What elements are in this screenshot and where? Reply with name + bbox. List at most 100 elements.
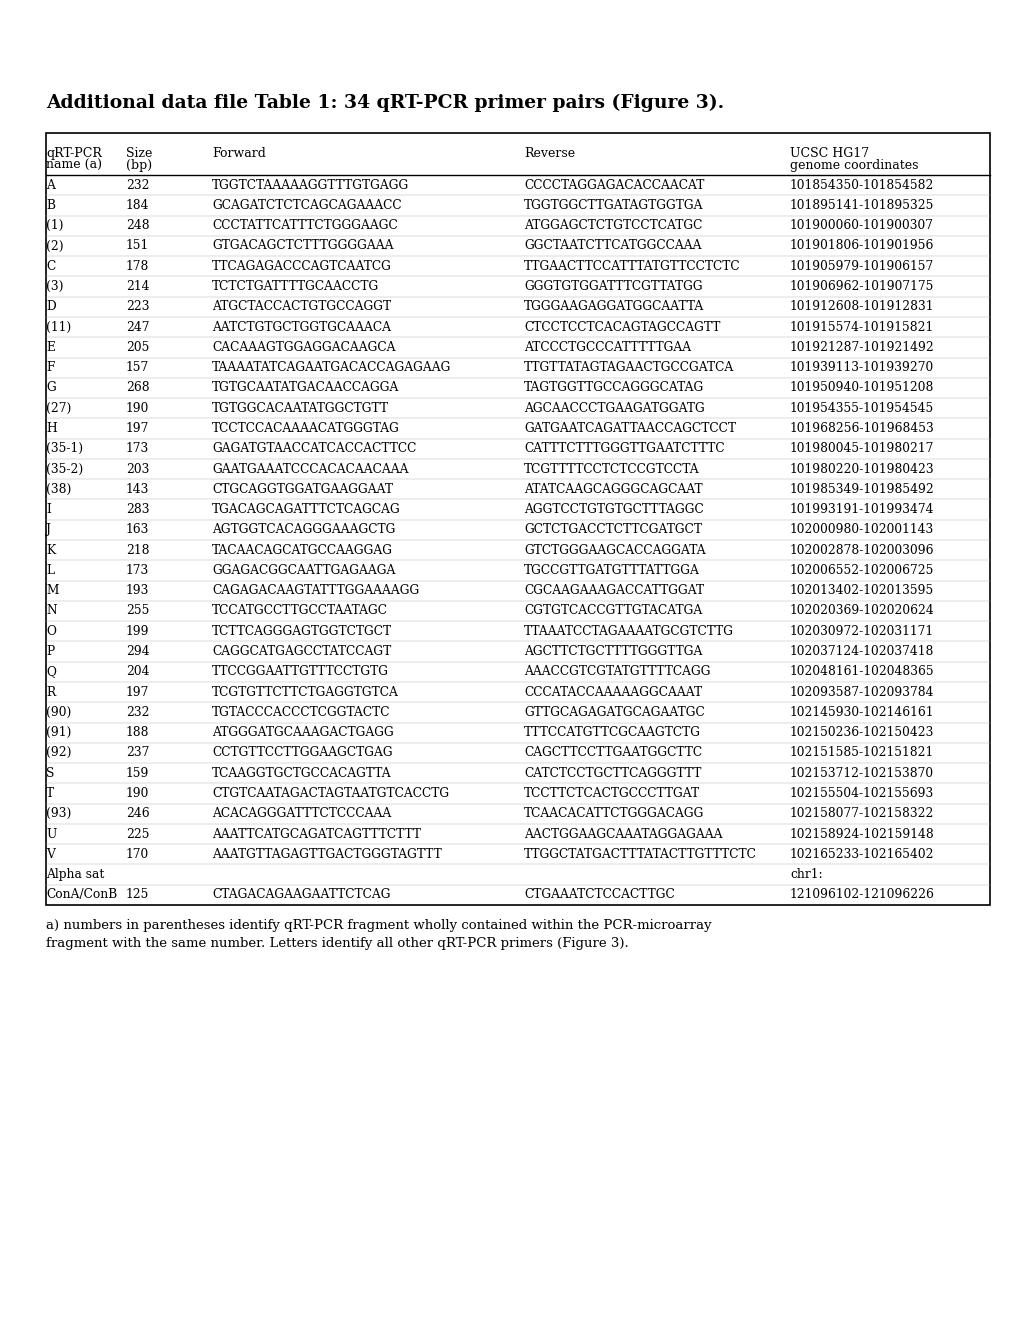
Text: TCAACACATTCTGGGACAGG: TCAACACATTCTGGGACAGG	[524, 808, 704, 820]
Text: GGAGACGGCAATTGAGAAGA: GGAGACGGCAATTGAGAAGA	[212, 564, 395, 577]
Text: (1): (1)	[46, 219, 63, 232]
Text: 225: 225	[126, 828, 150, 841]
Text: TTAAATCCTAGAAAATGCGTCTTG: TTAAATCCTAGAAAATGCGTCTTG	[524, 624, 734, 638]
Text: TGTACCCACCCTCGGTACTC: TGTACCCACCCTCGGTACTC	[212, 706, 390, 719]
Text: 204: 204	[126, 665, 150, 678]
Text: 102151585-102151821: 102151585-102151821	[790, 746, 933, 759]
Text: Additional data file Table 1: 34 qRT-PCR primer pairs (Figure 3).: Additional data file Table 1: 34 qRT-PCR…	[46, 94, 723, 112]
Text: K: K	[46, 544, 55, 557]
Text: CTGTCAATAGACTAGTAATGTCACCTG: CTGTCAATAGACTAGTAATGTCACCTG	[212, 787, 448, 800]
Text: 101906962-101907175: 101906962-101907175	[790, 280, 933, 293]
Text: TCCTTCTCACTGCCCTTGAT: TCCTTCTCACTGCCCTTGAT	[524, 787, 699, 800]
Text: U: U	[46, 828, 56, 841]
Text: 246: 246	[126, 808, 150, 820]
Text: P: P	[46, 645, 54, 659]
Text: TCAAGGTGCTGCCACAGTTA: TCAAGGTGCTGCCACAGTTA	[212, 767, 391, 780]
Text: B: B	[46, 199, 55, 213]
Text: 248: 248	[126, 219, 150, 232]
Text: O: O	[46, 624, 56, 638]
Text: 101895141-101895325: 101895141-101895325	[790, 199, 933, 213]
Text: TTCAGAGACCCAGTCAATCG: TTCAGAGACCCAGTCAATCG	[212, 260, 391, 273]
Text: 101980045-101980217: 101980045-101980217	[790, 442, 933, 455]
Text: GAGATGTAACCATCACCACTTCC: GAGATGTAACCATCACCACTTCC	[212, 442, 416, 455]
Text: J: J	[46, 523, 51, 536]
Text: AATCTGTGCTGGTGCAAACA: AATCTGTGCTGGTGCAAACA	[212, 321, 390, 334]
Text: 237: 237	[126, 746, 149, 759]
Text: (93): (93)	[46, 808, 71, 820]
Text: (90): (90)	[46, 706, 71, 719]
Text: 218: 218	[126, 544, 150, 557]
Text: 102145930-102146161: 102145930-102146161	[790, 706, 933, 719]
Text: F: F	[46, 362, 54, 374]
Text: ATCCCTGCCCATTTTTGAA: ATCCCTGCCCATTTTTGAA	[524, 341, 691, 354]
Text: ConA/ConB: ConA/ConB	[46, 888, 117, 902]
Text: CTGCAGGTGGATGAAGGAAT: CTGCAGGTGGATGAAGGAAT	[212, 483, 392, 496]
Text: ATGGGATGCAAAGACTGAGG: ATGGGATGCAAAGACTGAGG	[212, 726, 393, 739]
Text: 214: 214	[126, 280, 150, 293]
Text: 157: 157	[126, 362, 149, 374]
Text: Size: Size	[126, 147, 152, 160]
Text: 232: 232	[126, 706, 150, 719]
Text: 294: 294	[126, 645, 150, 659]
Text: TCGTTTTCCTCTCCGTCCTA: TCGTTTTCCTCTCCGTCCTA	[524, 462, 699, 475]
Text: GATGAATCAGATTAACCAGCTCCT: GATGAATCAGATTAACCAGCTCCT	[524, 422, 736, 436]
Text: TGGTGGCTTGATAGTGGTGA: TGGTGGCTTGATAGTGGTGA	[524, 199, 703, 213]
Text: D: D	[46, 301, 56, 313]
Text: TCTTCAGGGAGTGGTCTGCT: TCTTCAGGGAGTGGTCTGCT	[212, 624, 391, 638]
Text: 101985349-101985492: 101985349-101985492	[790, 483, 933, 496]
Text: V: V	[46, 847, 55, 861]
Text: 190: 190	[126, 787, 149, 800]
Text: 101939113-101939270: 101939113-101939270	[790, 362, 933, 374]
Text: 163: 163	[126, 523, 149, 536]
Text: AAACCGTCGTATGTTTTCAGG: AAACCGTCGTATGTTTTCAGG	[524, 665, 710, 678]
Text: 193: 193	[126, 585, 149, 597]
Text: 247: 247	[126, 321, 150, 334]
Text: E: E	[46, 341, 55, 354]
Text: AGGTCCTGTGTGCTTTAGGC: AGGTCCTGTGTGCTTTAGGC	[524, 503, 703, 516]
Text: GGGTGTGGATTTCGTTATGG: GGGTGTGGATTTCGTTATGG	[524, 280, 702, 293]
Text: qRT-PCR: qRT-PCR	[46, 147, 102, 160]
Text: 283: 283	[126, 503, 150, 516]
Text: AGTGGTCACAGGGAAAGCTG: AGTGGTCACAGGGAAAGCTG	[212, 523, 395, 536]
Text: ACACAGGGATTTCTCCCAAA: ACACAGGGATTTCTCCCAAA	[212, 808, 391, 820]
Text: 101901806-101901956: 101901806-101901956	[790, 239, 933, 252]
Text: 102153712-102153870: 102153712-102153870	[790, 767, 933, 780]
Text: Forward: Forward	[212, 147, 266, 160]
Text: GAATGAAATCCCACACAACAAA: GAATGAAATCCCACACAACAAA	[212, 462, 408, 475]
Text: CCCTATTCATTTCTGGGAAGC: CCCTATTCATTTCTGGGAAGC	[212, 219, 397, 232]
Text: 125: 125	[126, 888, 149, 902]
Text: CATCTCCTGCTTCAGGGTTT: CATCTCCTGCTTCAGGGTTT	[524, 767, 701, 780]
Text: 268: 268	[126, 381, 150, 395]
Text: TGACAGCAGATTTCTCAGCAG: TGACAGCAGATTTCTCAGCAG	[212, 503, 400, 516]
Text: TAGTGGTTGCCAGGGCATAG: TAGTGGTTGCCAGGGCATAG	[524, 381, 703, 395]
Text: M: M	[46, 585, 58, 597]
Text: 223: 223	[126, 301, 150, 313]
Text: 102158924-102159148: 102158924-102159148	[790, 828, 933, 841]
Text: TAAAATATCAGAATGACACCAGAGAAG: TAAAATATCAGAATGACACCAGAGAAG	[212, 362, 451, 374]
Text: 121096102-121096226: 121096102-121096226	[790, 888, 934, 902]
Text: 102093587-102093784: 102093587-102093784	[790, 685, 933, 698]
Text: TACAACAGCATGCCAAGGAG: TACAACAGCATGCCAAGGAG	[212, 544, 392, 557]
Bar	[46, 133, 989, 906]
Text: 102155504-102155693: 102155504-102155693	[790, 787, 933, 800]
Text: CACAAAGTGGAGGACAAGCA: CACAAAGTGGAGGACAAGCA	[212, 341, 395, 354]
Text: 102150236-102150423: 102150236-102150423	[790, 726, 933, 739]
Text: T: T	[46, 787, 54, 800]
Text: 170: 170	[126, 847, 149, 861]
Text: CGCAAGAAAGACCATTGGAT: CGCAAGAAAGACCATTGGAT	[524, 585, 703, 597]
Text: GTGACAGCTCTTTGGGGAAA: GTGACAGCTCTTTGGGGAAA	[212, 239, 393, 252]
Text: S: S	[46, 767, 54, 780]
Text: CAGAGACAAGTATTTGGAAAAGG: CAGAGACAAGTATTTGGAAAAGG	[212, 585, 419, 597]
Text: 184: 184	[126, 199, 150, 213]
Text: (35-2): (35-2)	[46, 462, 84, 475]
Text: ATGCTACCACTGTGCCAGGT: ATGCTACCACTGTGCCAGGT	[212, 301, 390, 313]
Text: C: C	[46, 260, 55, 273]
Text: CAGGCATGAGCCTATCCAGT: CAGGCATGAGCCTATCCAGT	[212, 645, 391, 659]
Text: 101854350-101854582: 101854350-101854582	[790, 178, 933, 191]
Text: CCCCTAGGAGACACCAACAT: CCCCTAGGAGACACCAACAT	[524, 178, 704, 191]
Text: Alpha sat: Alpha sat	[46, 869, 104, 880]
Text: 102158077-102158322: 102158077-102158322	[790, 808, 933, 820]
Text: TGGTCTAAAAAGGTTTGTGAGG: TGGTCTAAAAAGGTTTGTGAGG	[212, 178, 409, 191]
Text: 178: 178	[126, 260, 149, 273]
Text: (38): (38)	[46, 483, 71, 496]
